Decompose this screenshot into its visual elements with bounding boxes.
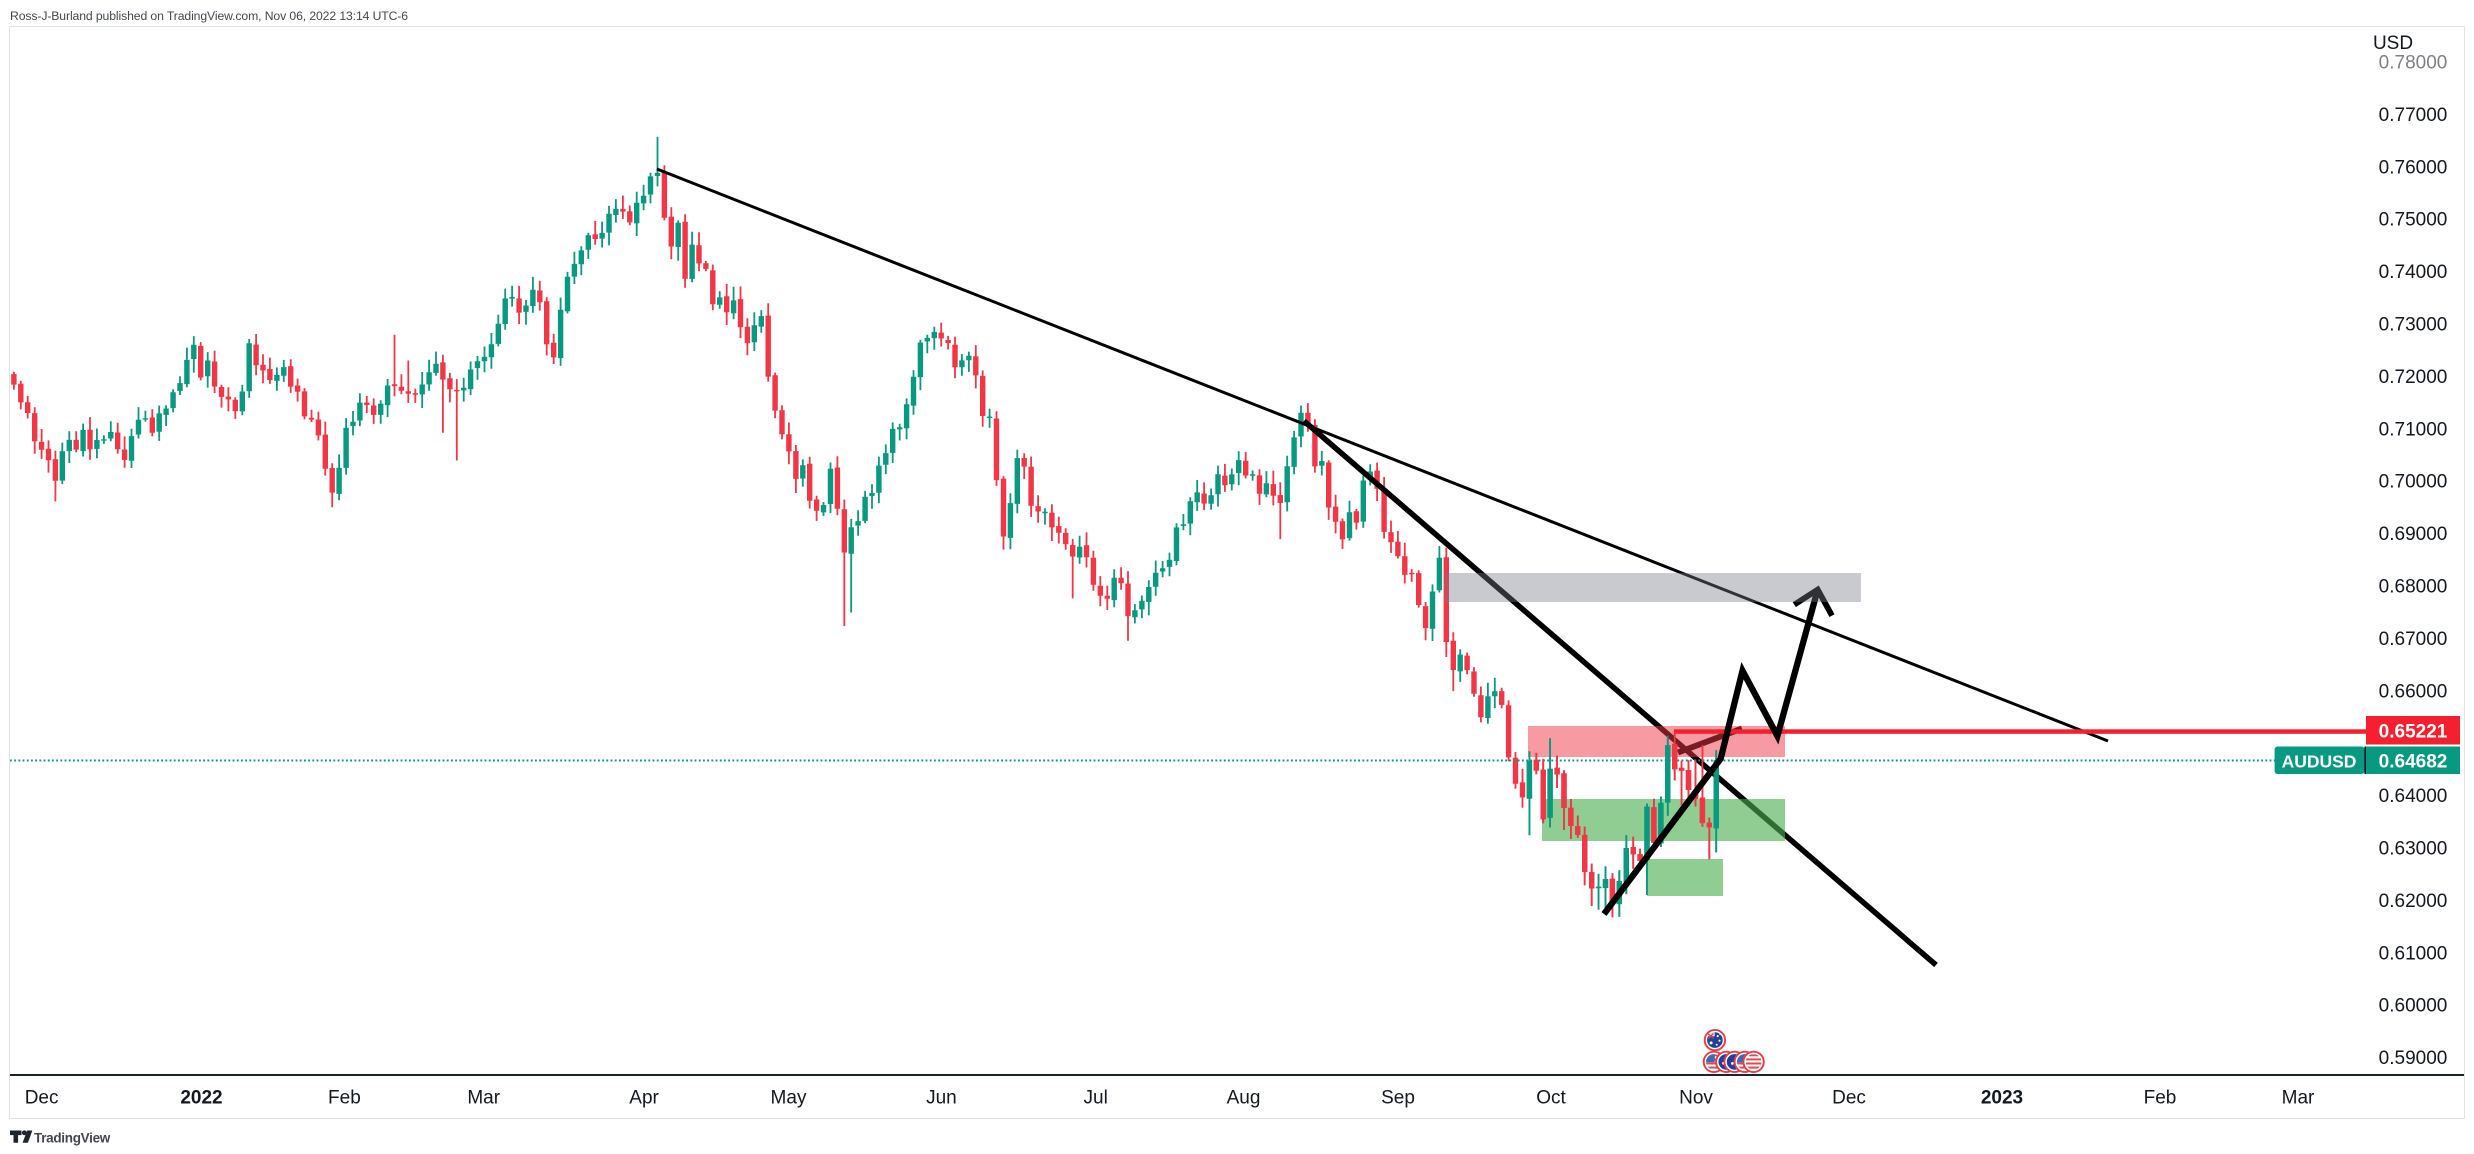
svg-text:0.59000: 0.59000 <box>2379 1048 2448 1069</box>
svg-text:Jul: Jul <box>1084 1088 1108 1109</box>
svg-text:Jun: Jun <box>926 1088 957 1109</box>
svg-text:0.67000: 0.67000 <box>2379 629 2448 650</box>
svg-text:2022: 2022 <box>180 1088 222 1109</box>
svg-text:Ross-J-Burland published on Tr: Ross-J-Burland published on TradingView.… <box>10 9 408 23</box>
svg-text:Apr: Apr <box>629 1088 659 1109</box>
svg-text:0.68000: 0.68000 <box>2379 577 2448 598</box>
svg-text:Aug: Aug <box>1227 1088 1261 1109</box>
svg-text:Mar: Mar <box>2282 1088 2315 1109</box>
svg-text:0.65221: 0.65221 <box>2379 722 2448 743</box>
svg-text:0.71000: 0.71000 <box>2379 419 2448 440</box>
svg-text:0.64000: 0.64000 <box>2379 786 2448 807</box>
svg-text:0.62000: 0.62000 <box>2379 891 2448 912</box>
svg-text:Oct: Oct <box>1536 1088 1566 1109</box>
svg-text:0.70000: 0.70000 <box>2379 472 2448 493</box>
svg-text:Feb: Feb <box>328 1088 361 1109</box>
svg-text:0.72000: 0.72000 <box>2379 367 2448 388</box>
svg-text:0.75000: 0.75000 <box>2379 210 2448 231</box>
svg-text:Dec: Dec <box>1832 1088 1866 1109</box>
svg-text:Dec: Dec <box>25 1088 59 1109</box>
svg-text:0.63000: 0.63000 <box>2379 839 2448 860</box>
svg-text:TradingView: TradingView <box>34 1131 111 1146</box>
svg-text:0.74000: 0.74000 <box>2379 262 2448 283</box>
svg-text:0.66000: 0.66000 <box>2379 681 2448 702</box>
svg-text:0.76000: 0.76000 <box>2379 157 2448 178</box>
svg-text:0.64682: 0.64682 <box>2379 752 2448 773</box>
svg-text:Sep: Sep <box>1381 1088 1415 1109</box>
svg-text:Feb: Feb <box>2144 1088 2177 1109</box>
svg-text:0.69000: 0.69000 <box>2379 524 2448 545</box>
svg-text:0.78000: 0.78000 <box>2379 53 2448 74</box>
svg-text:2023: 2023 <box>1981 1088 2023 1109</box>
svg-text:0.60000: 0.60000 <box>2379 996 2448 1017</box>
svg-text:May: May <box>771 1088 807 1109</box>
svg-text:0.77000: 0.77000 <box>2379 105 2448 126</box>
svg-text:AUDUSD: AUDUSD <box>2282 752 2357 772</box>
svg-text:0.73000: 0.73000 <box>2379 315 2448 336</box>
svg-text:USD: USD <box>2373 33 2413 54</box>
svg-text:0.61000: 0.61000 <box>2379 943 2448 964</box>
svg-text:Mar: Mar <box>467 1088 500 1109</box>
svg-text:Nov: Nov <box>1679 1088 1713 1109</box>
